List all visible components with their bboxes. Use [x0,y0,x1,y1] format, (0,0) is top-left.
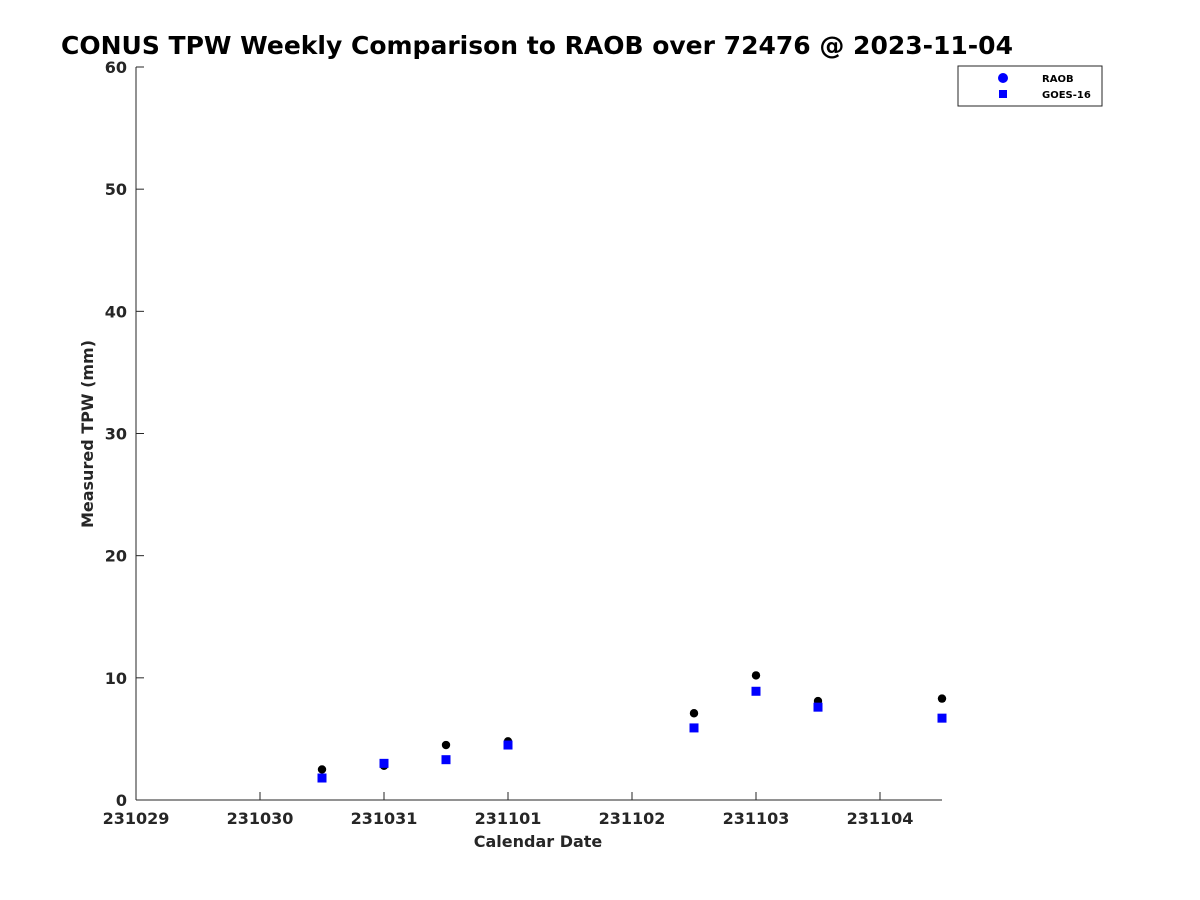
x-tick-label: 231102 [599,809,666,828]
legend: RAOB GOES-16 [957,65,1103,107]
y-tick-label: 10 [105,669,127,688]
x-ticks: 231029 231030 231031 231101 231102 231103 2311… [103,792,914,828]
legend-marker-raob [998,73,1008,83]
y-tick-label: 40 [105,302,127,321]
y-tick-label: 50 [105,180,127,199]
legend-items: RAOB GOES-16 [998,73,1091,101]
y-tick-label: 60 [105,58,127,77]
goes-16-point [503,740,513,750]
raob-point [689,709,699,718]
goes-16-point [813,702,823,712]
legend-label-goes-16: GOES-16 [1042,90,1091,101]
x-tick-label: 231103 [723,809,790,828]
y-tick-label: 30 [105,425,127,444]
chart-title: CONUS TPW Weekly Comparison to RAOB over… [61,31,1013,60]
goes-16-point [379,758,389,768]
legend-box [957,65,1103,107]
raob-point [937,694,947,703]
y-tick-label: 0 [116,791,127,810]
x-tick-label: 231030 [227,809,294,828]
y-tick-label: 20 [105,547,127,566]
goes-16-point [689,723,699,733]
y-axis-label: Measured TPW (mm) [78,340,97,528]
goes-16-point [441,755,451,765]
x-tick-label: 231101 [475,809,542,828]
goes-16-point [937,713,947,723]
goes-16-point [751,686,761,696]
x-tick-label: 231031 [351,809,418,828]
x-axis-label: Calendar Date [474,832,603,851]
legend-label-raob: RAOB [1042,74,1074,85]
raob-point [317,765,327,774]
legend-marker-goes-16 [999,90,1007,98]
raob-point [441,740,451,750]
y-ticks: 0 10 20 30 40 50 60 [105,58,144,810]
goes-16-point [317,773,327,783]
data-markers [317,671,947,783]
raob-point [751,671,761,680]
x-tick-label: 231104 [847,809,914,828]
x-tick-label: 231029 [103,809,170,828]
